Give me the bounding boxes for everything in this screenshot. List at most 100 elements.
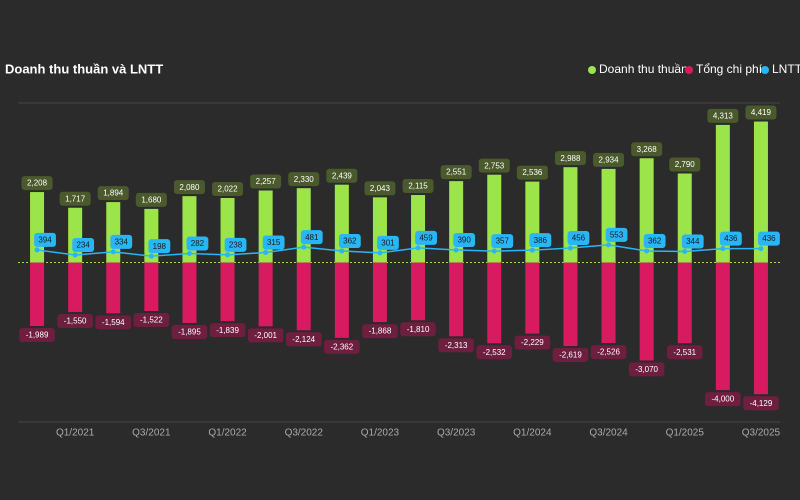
line-point [110,249,116,255]
data-label: -4,000 [712,395,735,404]
data-label: 2,043 [370,184,391,193]
label-box [745,105,777,120]
line-point [186,251,192,257]
data-label: 2,551 [446,168,467,177]
data-label: 386 [534,236,548,245]
bar [753,262,768,395]
x-tick-label: Q3/2023 [437,428,476,439]
data-label: 334 [115,237,129,246]
data-label: -1,839 [216,326,239,335]
label-box [743,396,779,411]
data-label: -2,531 [673,348,696,357]
bar [639,262,654,361]
data-label: -2,619 [559,351,582,360]
bar [487,262,502,344]
x-tick-label: Q1/2025 [666,428,705,439]
data-label: 2,934 [599,156,620,165]
label-box [300,230,323,245]
x-tick-label: Q1/2024 [513,428,552,439]
label-box [288,172,320,187]
line-point [491,248,497,254]
label-box [491,234,514,249]
data-label: 362 [343,237,357,246]
data-label: 2,790 [675,160,696,169]
chart-title: Doanh thu thuần và LNTT [5,61,163,76]
data-label: 459 [419,233,433,242]
bar [258,262,273,327]
label-box [453,233,476,248]
label-box [133,313,170,328]
label-box [285,332,322,347]
label-box [758,231,780,246]
data-label: -2,526 [597,348,620,357]
label-box [669,157,701,172]
data-label: 357 [496,237,510,246]
data-label: 315 [267,238,281,247]
bar [715,124,730,263]
label-box [705,392,741,407]
label-box [681,234,704,249]
bar [220,262,235,322]
x-tick-label: Q3/2024 [589,428,628,439]
bar [106,262,121,314]
label-box [326,168,358,183]
label-box [173,180,205,195]
bar [715,262,730,391]
data-label: -2,313 [445,341,468,350]
label-box [72,238,95,253]
legend-swatch [588,66,596,74]
label-box [707,108,739,123]
line-point [301,244,307,250]
label-box [110,234,133,249]
data-label: 2,536 [522,168,543,177]
label-box [643,233,666,248]
data-label: -1,989 [26,331,49,340]
data-label: -1,594 [102,318,125,327]
bar [601,262,616,344]
data-label: 436 [724,234,738,243]
legend-label: LNTT [772,62,800,76]
line-point [148,253,154,259]
line-point [34,247,40,253]
bar [449,262,464,337]
label-box [171,324,208,339]
label-box [605,227,628,242]
label-box [21,176,53,191]
line-point [415,245,421,251]
bar [334,262,349,338]
label-box [186,236,209,251]
data-label: -4,129 [750,399,773,408]
data-label: 4,419 [751,108,772,117]
line-point [263,249,269,255]
bar [677,262,692,344]
line-point [377,250,383,256]
line-point [225,252,231,258]
data-label: 2,257 [256,177,277,186]
label-box [224,237,247,252]
label-box [516,165,548,180]
data-label: 1,894 [103,189,124,198]
data-label: -1,522 [140,316,163,325]
data-label: 394 [38,236,52,245]
data-label: -1,550 [64,317,87,326]
bar [296,188,311,263]
data-label: 2,115 [408,182,428,191]
label-box [148,239,171,254]
data-label: 456 [572,234,586,243]
data-label: -2,532 [483,348,506,357]
label-box [628,362,665,377]
legend-swatch [761,66,769,74]
legend-label: Tổng chi phí [696,62,763,76]
bar [372,262,387,323]
data-label: -2,001 [254,331,277,340]
line-point [567,245,573,251]
bar [525,262,540,334]
data-label: -1,810 [407,325,430,334]
label-box [590,345,627,360]
label-box [19,327,55,342]
label-box [209,323,246,338]
label-box [478,158,510,173]
label-box [666,345,703,360]
data-label: 2,080 [179,183,200,192]
label-box [135,192,167,207]
